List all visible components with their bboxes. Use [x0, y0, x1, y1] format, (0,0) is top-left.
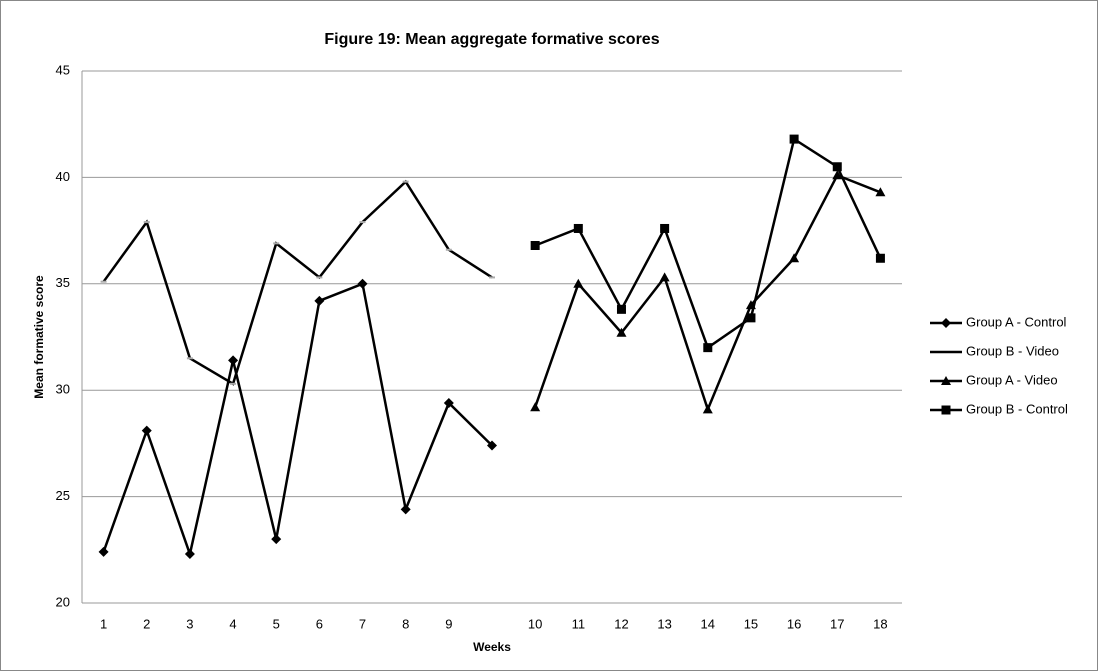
- x-tick-label: 14: [701, 616, 715, 631]
- marker: [875, 187, 886, 197]
- x-tick-label: 13: [657, 616, 671, 631]
- x-tick-label: 6: [316, 616, 323, 631]
- marker: [616, 327, 627, 337]
- marker: [941, 376, 951, 385]
- marker: [487, 440, 497, 451]
- x-tick-label: 10: [528, 616, 542, 631]
- x-tick-label: 7: [359, 616, 366, 631]
- y-tick-label: 40: [56, 169, 70, 184]
- x-tick-label: 17: [830, 616, 844, 631]
- y-tick-label: 30: [56, 382, 70, 397]
- marker: [702, 404, 713, 414]
- x-tick-label: 3: [186, 616, 193, 631]
- marker: [832, 170, 843, 180]
- legend-label: Group A - Video: [966, 372, 1058, 387]
- marker: [746, 313, 756, 323]
- x-tick-label: 9: [445, 616, 452, 631]
- marker: [357, 278, 368, 289]
- marker: [789, 253, 800, 263]
- marker: [271, 534, 282, 545]
- y-tick-label: 45: [56, 62, 70, 77]
- x-tick-label: 5: [273, 616, 280, 631]
- marker: [314, 295, 325, 306]
- x-tick-label: 2: [143, 616, 150, 631]
- x-tick-label: 12: [614, 616, 628, 631]
- x-tick-label: 8: [402, 616, 409, 631]
- marker: [443, 397, 454, 408]
- legend-label: Group B - Control: [966, 401, 1068, 416]
- y-tick-label: 35: [56, 275, 70, 290]
- y-tick-label: 20: [56, 594, 70, 609]
- marker: [789, 134, 799, 144]
- marker: [400, 504, 411, 515]
- marker: [941, 405, 951, 415]
- y-tick-label: 25: [56, 488, 70, 503]
- x-tick-label: 11: [572, 616, 586, 631]
- marker: [616, 304, 626, 314]
- x-tick-label: 16: [787, 616, 801, 631]
- x-tick-label: 15: [744, 616, 758, 631]
- marker: [660, 223, 670, 233]
- x-tick-label: 1: [100, 616, 107, 631]
- marker: [228, 355, 239, 366]
- marker: [703, 343, 713, 353]
- marker: [530, 240, 540, 250]
- marker: [941, 318, 951, 328]
- marker: [573, 278, 584, 288]
- series-line: [102, 179, 493, 386]
- series-line: [102, 282, 493, 559]
- x-tick-label: 18: [873, 616, 887, 631]
- marker: [832, 162, 842, 172]
- x-tick-label: 4: [229, 616, 236, 631]
- marker: [573, 223, 583, 233]
- marker: [659, 272, 670, 282]
- marker: [141, 425, 152, 436]
- y-axis-title: Mean formative score: [32, 275, 46, 399]
- legend-label: Group B - Video: [966, 343, 1059, 358]
- x-axis-title: Weeks: [473, 640, 511, 654]
- chart-title: Figure 19: Mean aggregate formative scor…: [324, 31, 659, 48]
- legend-label: Group A - Control: [966, 314, 1067, 329]
- marker: [184, 549, 195, 560]
- marker: [875, 253, 885, 263]
- marker: [98, 546, 109, 557]
- marker: [530, 402, 541, 412]
